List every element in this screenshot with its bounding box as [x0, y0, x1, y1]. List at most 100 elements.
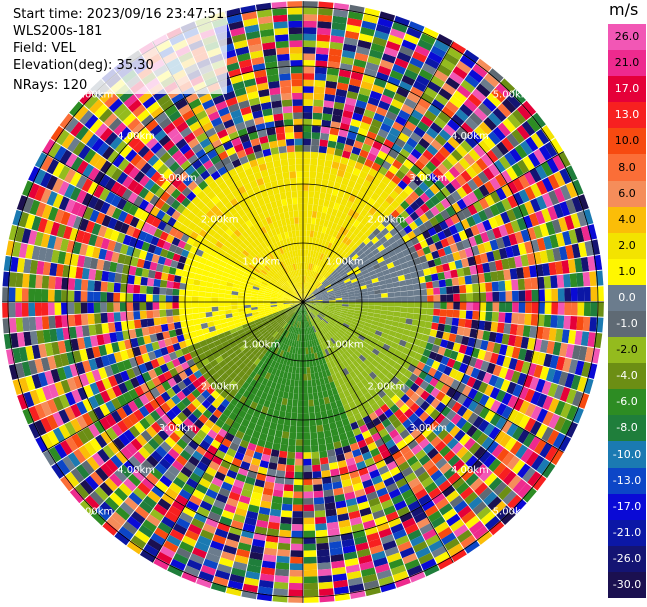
range-gate	[213, 499, 226, 510]
range-gate	[395, 477, 408, 489]
range-gate	[184, 367, 194, 377]
range-gate	[31, 373, 42, 389]
range-gate	[392, 259, 401, 267]
range-gate	[480, 360, 490, 372]
range-gate	[296, 327, 299, 335]
range-gate	[572, 407, 584, 424]
range-gate	[478, 282, 486, 293]
range-gate	[495, 389, 507, 403]
range-gate	[258, 288, 266, 292]
range-gate	[509, 323, 518, 336]
range-gate	[465, 515, 480, 529]
range-gate	[313, 497, 325, 505]
range-gate	[277, 457, 287, 465]
range-gate	[104, 93, 119, 108]
range-gate	[356, 230, 365, 239]
range-gate	[590, 239, 600, 255]
range-gate	[410, 428, 422, 439]
range-gate	[303, 112, 313, 120]
range-gate	[372, 228, 381, 237]
range-gate	[583, 378, 594, 395]
range-gate	[571, 345, 581, 360]
range-gate	[508, 233, 518, 246]
range-gate	[520, 254, 529, 267]
range-gate	[287, 345, 292, 353]
range-gate	[256, 236, 264, 244]
range-gate	[355, 295, 362, 300]
range-gate	[553, 171, 566, 187]
range-gate	[179, 143, 191, 155]
range-gate	[81, 192, 93, 207]
range-gate	[449, 350, 459, 361]
range-gate	[213, 257, 222, 265]
range-gate	[489, 352, 499, 365]
range-gate	[487, 131, 501, 145]
range-gate	[56, 129, 70, 146]
range-gate	[429, 216, 439, 227]
range-gate	[41, 289, 49, 302]
range-gate	[346, 365, 353, 374]
range-gate	[440, 186, 451, 198]
range-gate	[320, 290, 327, 294]
range-gate	[327, 291, 335, 296]
range-gate	[86, 133, 100, 149]
range-gate	[161, 213, 172, 224]
range-gate	[358, 200, 367, 209]
range-gate	[374, 309, 382, 314]
range-gate	[477, 320, 486, 331]
range-gate	[425, 161, 437, 173]
range-gate	[198, 286, 206, 292]
range-gate	[463, 153, 476, 166]
range-gate	[239, 282, 247, 287]
range-gate	[116, 171, 128, 185]
range-gate	[82, 398, 94, 412]
range-gate	[496, 270, 505, 281]
range-gate	[160, 272, 169, 281]
range-gate	[452, 66, 468, 80]
range-gate	[400, 384, 410, 394]
range-gate	[313, 244, 319, 252]
range-gate	[428, 539, 444, 553]
range-gate	[249, 323, 257, 329]
range-gate	[340, 312, 348, 316]
range-gate	[361, 308, 369, 312]
range-gate	[6, 349, 16, 365]
range-gate	[559, 386, 571, 402]
range-gate	[460, 373, 471, 385]
range-gate	[392, 63, 406, 75]
range-gate	[314, 251, 319, 259]
range-gate	[444, 170, 456, 183]
range-gate	[420, 92, 435, 105]
range-gate	[461, 421, 473, 434]
range-gate	[100, 281, 108, 292]
range-gate	[568, 330, 577, 345]
range-gate	[352, 315, 360, 320]
range-gate	[524, 388, 536, 403]
range-gate	[402, 142, 414, 154]
range-gate	[392, 337, 401, 345]
range-gate	[309, 302, 317, 304]
range-gate	[504, 437, 517, 452]
range-gate	[284, 411, 292, 420]
range-gate	[430, 398, 441, 409]
range-gate	[262, 487, 274, 496]
range-gate	[469, 328, 478, 339]
range-gate	[409, 402, 420, 413]
range-gate	[504, 152, 517, 166]
range-gate	[365, 374, 373, 384]
range-gate	[342, 206, 351, 215]
range-gate	[274, 430, 283, 438]
range-gate	[498, 247, 508, 260]
range-gate	[146, 455, 159, 468]
range-gate	[326, 186, 334, 195]
range-gate	[290, 556, 303, 564]
range-gate	[253, 230, 260, 239]
range-gate	[414, 488, 428, 500]
range-gate	[414, 466, 426, 478]
range-gate	[322, 280, 329, 286]
range-gate	[145, 343, 154, 353]
range-gate	[28, 166, 41, 183]
range-gate	[303, 426, 310, 433]
range-gate	[387, 310, 395, 316]
range-gate	[156, 384, 166, 395]
